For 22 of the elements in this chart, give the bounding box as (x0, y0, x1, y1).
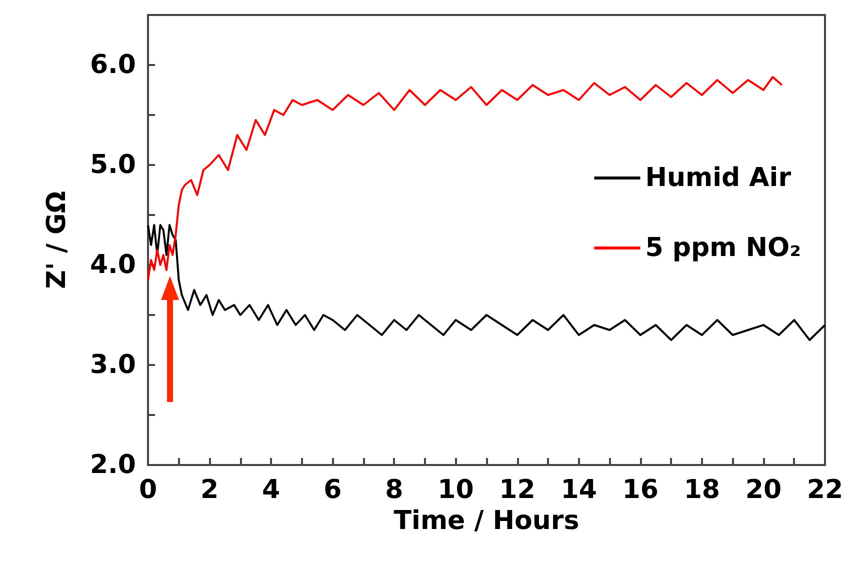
legend-label: Humid Air (645, 163, 792, 193)
x-tick-label: 2 (200, 475, 219, 505)
y-tick-label: 6.0 (90, 50, 136, 80)
x-tick-label: 4 (262, 475, 280, 505)
legend-label: 5 ppm NO₂ (645, 233, 802, 263)
x-tick-label: 6 (324, 475, 342, 505)
x-tick-label: 20 (745, 475, 782, 505)
y-tick-label: 3.0 (90, 350, 136, 380)
x-tick-label: 14 (560, 475, 597, 505)
x-tick-label: 16 (622, 475, 658, 505)
x-axis-title: Time / Hours (394, 506, 580, 536)
line-series (147, 224, 826, 341)
y-tick-label: 4.0 (90, 250, 136, 280)
x-tick-label: 8 (385, 475, 404, 505)
x-tick-label: 10 (438, 475, 474, 505)
x-tick-label: 12 (499, 475, 536, 505)
y-tick-label: 2.0 (90, 450, 136, 480)
x-tick-label: 0 (138, 475, 158, 505)
x-tick-label: 18 (684, 475, 720, 505)
y-tick-label: 5.0 (90, 150, 136, 180)
x-tick-label: 22 (806, 475, 844, 505)
y-axis-title: Z' / GΩ (42, 191, 72, 289)
